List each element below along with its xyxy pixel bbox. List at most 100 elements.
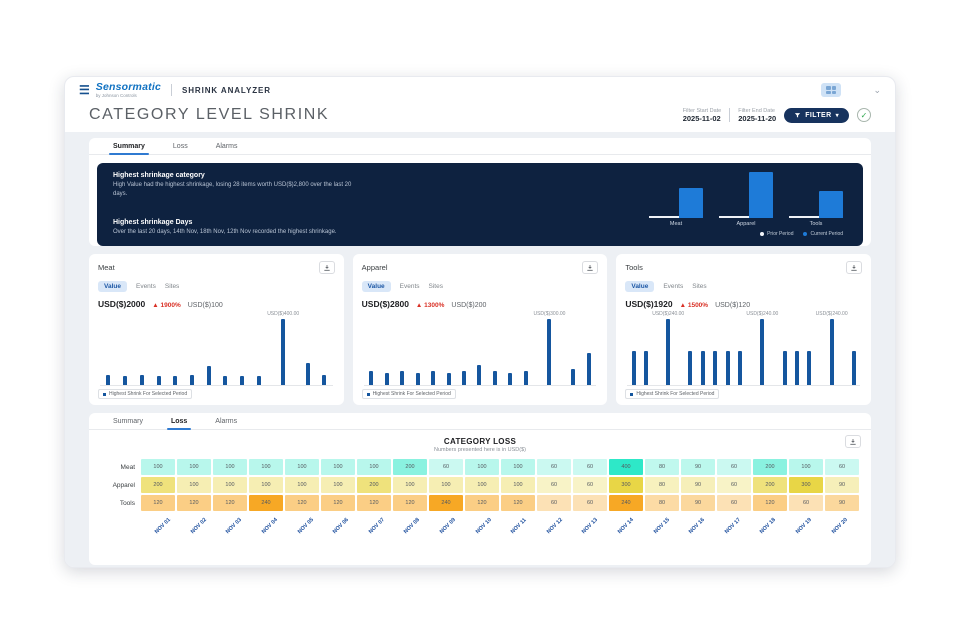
- row-cells: 1201201202401201201201202401201206060240…: [141, 495, 859, 511]
- bar: [447, 373, 451, 385]
- date-tick: NOV 11: [503, 513, 539, 540]
- tab-alarms[interactable]: Alarms: [202, 138, 252, 154]
- date-label: NOV 13: [581, 517, 599, 535]
- current-period-bar: [679, 188, 703, 218]
- date-label: NOV 01: [154, 517, 172, 535]
- mini-chart-bars: [719, 172, 773, 218]
- card-tabs: Value Events Sites: [98, 281, 335, 292]
- card-header: Meat: [98, 261, 335, 274]
- heatmap-cell: 120: [501, 495, 535, 511]
- filter-button[interactable]: FILTER ▾: [784, 108, 849, 123]
- heatmap-cell: 120: [177, 495, 211, 511]
- loss-title: CATEGORY LOSS: [89, 437, 871, 446]
- hamburger-menu-icon[interactable]: ☰: [79, 83, 90, 97]
- bar-column: [410, 311, 425, 385]
- download-button[interactable]: [319, 261, 335, 274]
- legend-label: Highest Shrink For Selected Period: [109, 391, 187, 397]
- filter-start-value: 2025-11-02: [683, 114, 722, 123]
- card-tab-sites[interactable]: Sites: [165, 283, 179, 290]
- card-metrics: USD($)2000▲ 1900%USD($)100: [98, 299, 335, 309]
- bar-column: [565, 311, 580, 385]
- bar-column: [299, 311, 316, 385]
- heatmap-cell: 60: [537, 459, 571, 475]
- heatmap-cell: 100: [465, 477, 499, 493]
- date-tick: NOV 15: [645, 513, 681, 540]
- bar: [852, 351, 856, 385]
- card-title: Meat: [98, 263, 115, 272]
- date-tick: NOV 17: [717, 513, 753, 540]
- bar: [462, 371, 466, 385]
- bar-column: USD($)240.00: [652, 311, 684, 385]
- download-button[interactable]: [846, 261, 862, 274]
- tab-summary[interactable]: Summary: [99, 138, 159, 154]
- current-value: USD($)1920: [625, 299, 672, 309]
- heatmap-cell: 90: [825, 477, 859, 493]
- bar-column: [379, 311, 394, 385]
- heatmap-cell: 100: [213, 477, 247, 493]
- prior-value: USD($)120: [715, 302, 750, 309]
- bar-column: [234, 311, 251, 385]
- legend-dot: [103, 393, 106, 396]
- bar-column: [217, 311, 234, 385]
- date-tick: NOV 10: [467, 513, 503, 540]
- card-tab-events[interactable]: Events: [663, 283, 683, 290]
- bar-column: [791, 311, 803, 385]
- filter-applied-icon[interactable]: ✓: [857, 108, 871, 122]
- workspace-badge[interactable]: [821, 83, 841, 97]
- bar-column: [734, 311, 746, 385]
- category-cards-row: Meat Value Events Sites USD($)2000▲ 1900%USD…: [89, 254, 871, 405]
- date-tick: NOV 19: [788, 513, 824, 540]
- card-tab-events[interactable]: Events: [136, 283, 156, 290]
- bars-area: USD($)300.00: [364, 311, 597, 386]
- tab-loss[interactable]: Loss: [159, 138, 202, 154]
- bar-column: [100, 311, 117, 385]
- loss-tabs: SummaryLossAlarms: [89, 413, 871, 430]
- bar-column: [581, 311, 596, 385]
- category-card-tools: ToolsValueEventsSitesUSD($)1920▲ 1500%US…: [616, 254, 871, 405]
- bar: [795, 351, 799, 385]
- filter-end-label: Filter End Date: [738, 108, 776, 114]
- tab-summary[interactable]: Summary: [99, 413, 157, 429]
- heatmap-cell: 120: [285, 495, 319, 511]
- heatmap-cell: 200: [357, 477, 391, 493]
- date-tick: NOV 20: [823, 513, 859, 540]
- filter-start-date: Filter Start Date 2025-11-02: [683, 108, 722, 123]
- heatmap-row-apparel: Apparel200100100100100100200100100100100…: [97, 477, 859, 493]
- download-button[interactable]: [845, 435, 861, 448]
- bar-column: [518, 311, 533, 385]
- card-tab-value[interactable]: Value: [625, 281, 654, 292]
- tab-loss[interactable]: Loss: [157, 413, 201, 429]
- date-label: NOV 12: [546, 517, 564, 535]
- date-tick: NOV 04: [254, 513, 290, 540]
- bar-column: [117, 311, 134, 385]
- date-label: NOV 19: [795, 517, 813, 535]
- date-tick: NOV 16: [681, 513, 717, 540]
- heatmap-cell: 300: [789, 477, 823, 493]
- download-button[interactable]: [582, 261, 598, 274]
- card-tab-events[interactable]: Events: [400, 283, 420, 290]
- prior-value: USD($)100: [188, 302, 223, 309]
- divider: [729, 108, 730, 122]
- card-tab-value[interactable]: Value: [362, 281, 391, 292]
- tab-alarms[interactable]: Alarms: [201, 413, 251, 429]
- page-header: CATEGORY LEVEL SHRINK Filter Start Date …: [65, 103, 895, 132]
- filter-start-label: Filter Start Date: [683, 108, 722, 114]
- heatmap-cell: 100: [321, 459, 355, 475]
- bar: [140, 375, 144, 385]
- heatmap-cell: 60: [825, 459, 859, 475]
- card-tab-value[interactable]: Value: [98, 281, 127, 292]
- heatmap-cell: 120: [753, 495, 787, 511]
- bar: [106, 375, 110, 385]
- heatmap-date-axis: NOV 01NOV 02NOV 03NOV 04NOV 05NOV 06NOV …: [147, 513, 859, 540]
- bar: [807, 351, 811, 385]
- mini-chart-group-apparel: Apparel: [719, 172, 773, 227]
- card-tab-sites[interactable]: Sites: [692, 283, 706, 290]
- card-tab-sites[interactable]: Sites: [429, 283, 443, 290]
- funnel-icon: [794, 112, 801, 119]
- category-card-apparel: ApparelValueEventsSitesUSD($)2800▲ 1300%…: [353, 254, 608, 405]
- card-metrics: USD($)1920▲ 1500%USD($)120: [625, 299, 862, 309]
- heatmap-cell: 60: [537, 495, 571, 511]
- chart-legend: Highest Shrink For Selected Period: [625, 389, 719, 399]
- chevron-down-icon[interactable]: ⌄: [873, 85, 881, 96]
- heatmap-cell: 100: [249, 459, 283, 475]
